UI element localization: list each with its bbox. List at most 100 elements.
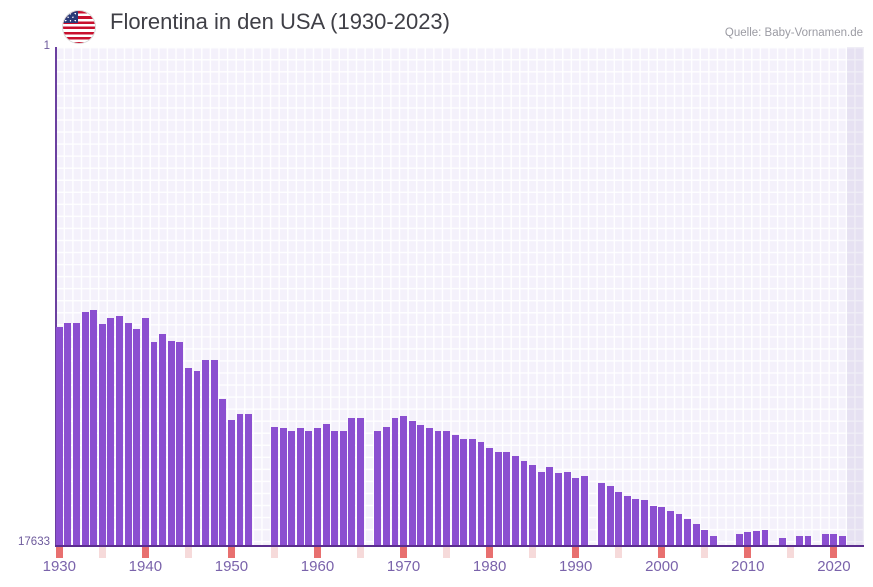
bar [468, 438, 476, 545]
y-axis-tick-bottom: 17633 [18, 536, 50, 548]
x-tick-marker [529, 546, 537, 558]
bar [606, 486, 614, 545]
bar [288, 431, 296, 545]
bar [486, 448, 494, 545]
bar [804, 536, 812, 545]
bar [227, 419, 235, 545]
x-tick-marker [443, 546, 451, 558]
bar [537, 472, 545, 545]
x-tick-marker [141, 546, 149, 558]
bar [124, 322, 132, 545]
x-axis-tick-label: 1950 [214, 558, 249, 575]
bar [684, 519, 691, 545]
projection-band [846, 47, 864, 545]
bar [839, 535, 846, 545]
bar [374, 431, 382, 545]
x-tick-marker [184, 546, 192, 558]
bar [141, 318, 149, 545]
bar [296, 427, 304, 545]
x-axis-tick-labels: 1930 1940 1950 1960 1970 1980 1990 2000 2010 2020 [0, 558, 873, 583]
bar [563, 472, 571, 545]
bar [271, 426, 278, 545]
bar [391, 418, 399, 545]
bar [709, 535, 717, 545]
source-attribution: Quelle: Baby-Vornamen.de [724, 27, 863, 39]
x-tick-marker [701, 546, 709, 558]
bar [159, 333, 166, 545]
bar [193, 371, 201, 545]
bar [434, 431, 442, 545]
x-tick-marker [572, 546, 580, 558]
y-axis-tick-top: 1 [43, 40, 50, 52]
bar [176, 342, 184, 545]
bar [580, 476, 588, 545]
bar [520, 460, 528, 545]
bar [658, 507, 666, 545]
bar [778, 538, 786, 545]
bar [219, 398, 227, 545]
bar [236, 414, 244, 545]
bar [322, 424, 330, 545]
bar [73, 322, 80, 545]
bar [830, 533, 838, 545]
bar [494, 452, 502, 545]
x-axis-tick-label: 2010 [731, 558, 765, 575]
x-axis-tick-label: 2000 [645, 558, 679, 575]
chart-header: Florentina in den USA (1930-2023) Quelle… [0, 0, 873, 47]
x-axis-tick-label: 1990 [558, 558, 593, 575]
bar [64, 322, 72, 545]
bar [184, 368, 192, 545]
bar [417, 424, 425, 545]
bar [821, 534, 829, 545]
x-tick-marker [787, 546, 795, 558]
x-tick-marker [830, 546, 838, 558]
x-axis-tick-markers [55, 546, 864, 558]
x-tick-marker [227, 546, 235, 558]
bar [116, 315, 123, 545]
x-tick-marker [615, 546, 623, 558]
bar [90, 310, 98, 545]
x-tick-marker [314, 546, 321, 558]
x-tick-marker [98, 546, 106, 558]
x-tick-marker [357, 546, 364, 558]
x-axis-tick-label: 1970 [386, 558, 421, 575]
bar [572, 477, 580, 545]
bar [666, 510, 674, 545]
x-axis-tick-label: 1930 [42, 558, 76, 575]
bar [477, 442, 485, 545]
bar [546, 467, 554, 545]
x-tick-marker [55, 546, 63, 558]
bar [339, 431, 347, 545]
bar [443, 431, 451, 545]
x-axis-tick-label: 2020 [817, 558, 851, 575]
bar [55, 326, 63, 545]
x-axis-tick-label: 1940 [128, 558, 163, 575]
bar [210, 360, 218, 545]
bar [150, 342, 158, 545]
bar [796, 535, 803, 545]
x-axis-tick-label: 1980 [472, 558, 507, 575]
bar [245, 414, 253, 545]
bar [503, 452, 511, 545]
bar [692, 524, 700, 545]
bar [529, 464, 537, 545]
bar [202, 360, 210, 545]
bar [107, 318, 115, 545]
x-axis-line [55, 545, 864, 547]
bar [133, 329, 141, 545]
bar [555, 473, 562, 545]
bar [632, 498, 640, 545]
bar [701, 529, 709, 545]
bar [451, 435, 459, 545]
bar [167, 340, 175, 545]
x-tick-marker [658, 546, 666, 558]
bar [675, 514, 683, 545]
bar [408, 421, 416, 545]
bar [279, 428, 287, 545]
bar [761, 529, 769, 545]
bar [348, 418, 356, 545]
bar [400, 415, 407, 545]
bar [623, 496, 631, 545]
bar [649, 505, 657, 545]
